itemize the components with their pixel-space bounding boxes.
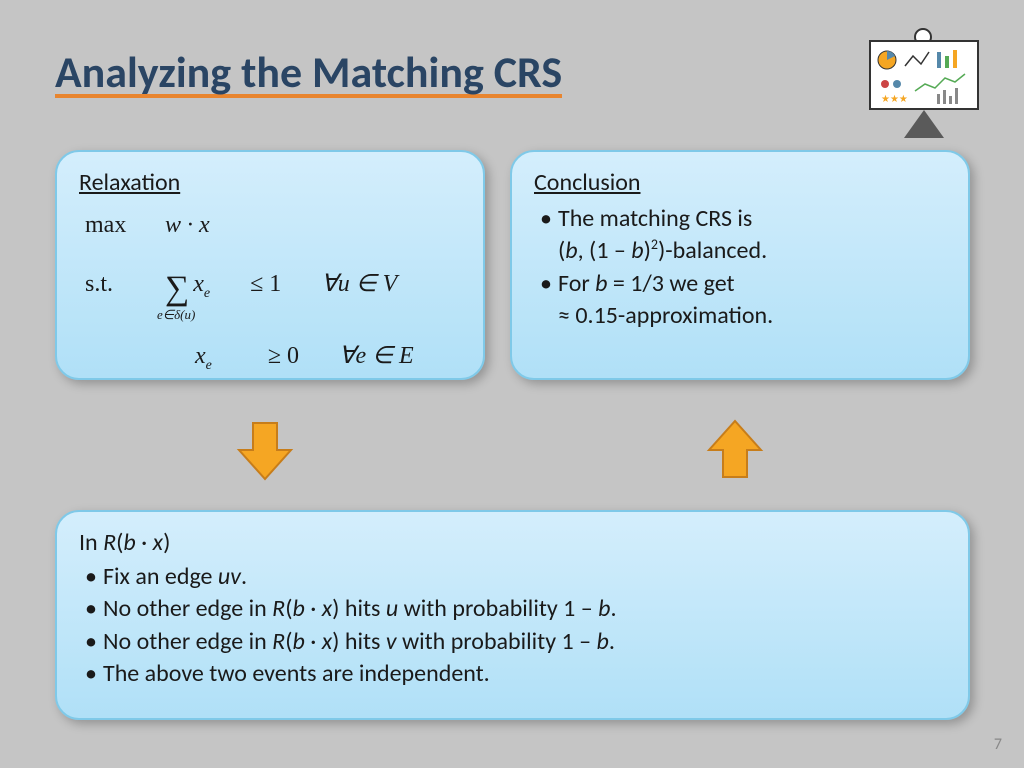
arrow-down-icon xyxy=(235,415,295,485)
arrow-up-icon xyxy=(705,415,765,485)
slide-title: Analyzing the Matching CRS xyxy=(55,50,562,98)
relaxation-card: Relaxation max w · x s.t. ∑ xe ≤ 1 ∀u ∈ … xyxy=(55,150,485,380)
svg-text:★★★: ★★★ xyxy=(881,92,908,105)
analysis-heading: In R(b · x) xyxy=(79,528,946,557)
analysis-card: In R(b · x) Fix an edge uv. No other edg… xyxy=(55,510,970,720)
conclusion-card: Conclusion The matching CRS is(b, (1 – b… xyxy=(510,150,970,380)
presenter-illustration: ★★★ xyxy=(864,28,984,138)
page-number: 7 xyxy=(994,735,1002,754)
conclusion-heading: Conclusion xyxy=(534,168,946,197)
conclusion-bullets: The matching CRS is(b, (1 – b)2)-balance… xyxy=(534,203,946,333)
relaxation-heading: Relaxation xyxy=(79,168,461,197)
analysis-bullets: Fix an edge uv. No other edge in R(b · x… xyxy=(79,561,946,691)
relaxation-math: max w · x s.t. ∑ xe ≤ 1 ∀u ∈ V e∈δ(u) xe… xyxy=(79,203,461,379)
